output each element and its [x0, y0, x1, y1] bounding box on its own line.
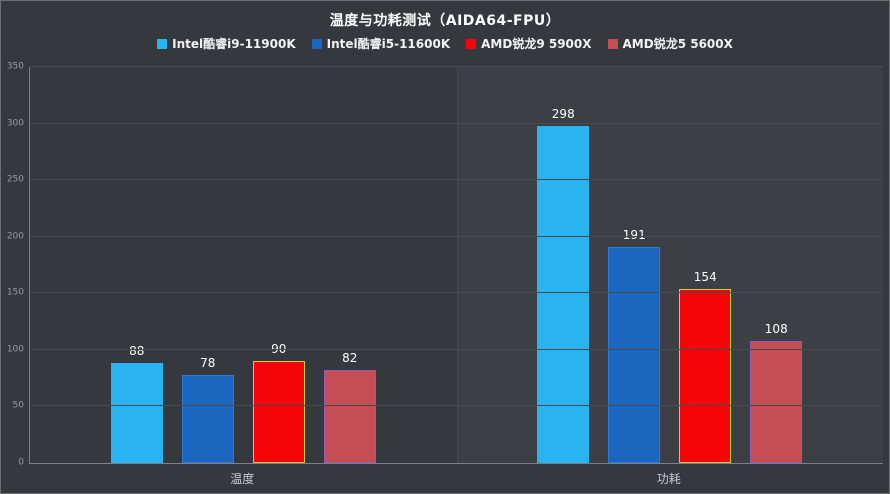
y-axis-tick-label: 0	[18, 457, 24, 468]
chart-title: 温度与功耗测试（AIDA64-FPU）	[329, 13, 561, 29]
legend-item: Intel酷睿i5-11600K	[311, 35, 451, 52]
gridline	[30, 122, 883, 124]
gridline	[30, 179, 883, 181]
bar-group: 88 78 90 82	[30, 67, 457, 463]
legend-item: AMD锐龙5 5600X	[607, 35, 733, 52]
gridline	[30, 292, 883, 294]
bar-value-label: 108	[764, 321, 788, 336]
legend-item: Intel酷睿i9-11900K	[157, 35, 296, 52]
plot-area: 88 78 90 82 298 191 154 108 0 50 100 150 200 250 300 3…	[7, 62, 883, 467]
bar-value-label: 82	[342, 351, 358, 366]
group-divider-line	[456, 67, 458, 463]
y-axis-tick-label: 100	[6, 344, 24, 355]
bar-value-label: 298	[551, 106, 575, 121]
bar: 298	[537, 107, 590, 463]
legend-label: Intel酷睿i9-11900K	[172, 37, 296, 51]
legend-item: AMD锐龙9 5900X	[466, 35, 592, 52]
bar: 191	[608, 228, 661, 463]
y-axis-tick-label: 50	[12, 400, 24, 411]
bar: 108	[750, 322, 803, 463]
gridline	[30, 348, 883, 350]
gridline	[30, 66, 883, 67]
y-axis-tick-label: 150	[6, 287, 24, 298]
y-axis-tick-label: 200	[6, 231, 24, 242]
bar: 88	[110, 344, 163, 463]
legend-label: Intel酷睿i5-11600K	[326, 37, 451, 51]
legend-swatch	[466, 38, 477, 49]
category-label: 温度	[230, 472, 255, 486]
x-axis-category-labels: 温度 功耗	[29, 470, 882, 487]
bar-value-label: 78	[200, 355, 216, 370]
bar: 154	[679, 270, 732, 463]
legend-swatch	[607, 38, 618, 49]
gridline	[30, 235, 883, 237]
gridline	[30, 405, 883, 407]
legend-label: AMD锐龙9 5900X	[481, 37, 592, 51]
bar-value-label: 88	[129, 344, 145, 359]
y-axis-tick-label: 350	[6, 61, 24, 72]
bar-groups: 88 78 90 82 298 191 154 108	[30, 67, 883, 463]
bar: 90	[252, 342, 305, 463]
y-axis-tick-label: 300	[6, 118, 24, 129]
bar-value-label: 191	[623, 228, 646, 242]
bar: 82	[323, 351, 376, 463]
bar-value-label: 154	[693, 269, 717, 284]
bar-group: 298 191 154 108	[457, 67, 884, 463]
legend-swatch	[157, 38, 168, 49]
y-axis-tick-label: 250	[6, 174, 24, 185]
legend-swatch	[311, 38, 322, 49]
bar: 78	[181, 356, 234, 463]
legend-label: AMD锐龙5 5600X	[622, 37, 733, 51]
category-label: 功耗	[656, 472, 681, 486]
legend: Intel酷睿i9-11900K Intel酷睿i5-11600K AMD锐龙9 5…	[1, 35, 889, 52]
